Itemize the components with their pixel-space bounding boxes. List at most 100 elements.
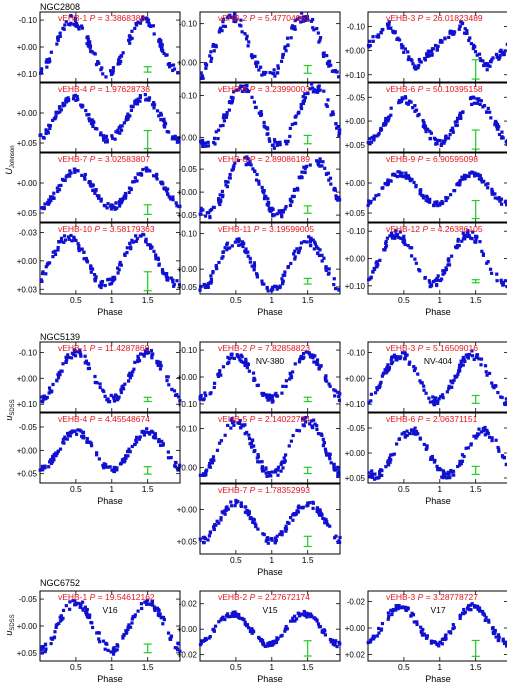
data-point	[315, 358, 320, 362]
data-point	[386, 462, 390, 466]
data-point	[405, 429, 409, 433]
data-point	[487, 371, 492, 375]
panel-star-label: vEHB-1 P = 11.4287868	[58, 343, 150, 353]
data-point	[150, 103, 155, 107]
data-point	[499, 197, 504, 201]
data-point	[96, 196, 101, 200]
data-point	[261, 393, 265, 398]
data-point	[393, 355, 397, 359]
data-point	[249, 445, 254, 449]
data-point	[471, 95, 475, 99]
data-point	[442, 472, 446, 477]
data-point	[332, 277, 336, 281]
data-point	[236, 88, 240, 92]
data-point	[370, 472, 375, 476]
data-point	[112, 469, 116, 474]
data-point	[268, 71, 272, 75]
data-point	[320, 259, 324, 263]
data-point	[90, 625, 95, 630]
data-point	[78, 348, 82, 352]
data-point	[267, 208, 271, 212]
data-point	[159, 615, 164, 619]
data-point	[198, 397, 202, 401]
data-point	[320, 164, 324, 168]
panel-star-label: vEHB-11 P = 3.19599005	[218, 224, 314, 234]
data-point	[291, 433, 295, 438]
data-point	[281, 55, 285, 59]
data-point	[325, 453, 329, 457]
data-point	[283, 627, 288, 632]
y-tick-label: +0.10	[177, 400, 198, 409]
data-point	[490, 626, 495, 630]
data-point	[280, 277, 284, 281]
data-point	[132, 180, 136, 184]
data-point	[458, 614, 462, 618]
data-point	[314, 245, 319, 249]
y-tick-label: +0.00	[17, 446, 38, 455]
data-point	[315, 506, 320, 510]
data-point	[169, 456, 173, 460]
data-point	[64, 100, 69, 104]
data-point	[410, 59, 414, 63]
data-point	[61, 362, 65, 366]
data-point	[66, 353, 70, 357]
data-point	[477, 52, 482, 56]
data-point	[252, 518, 256, 522]
data-point	[70, 239, 74, 243]
data-point	[112, 399, 117, 403]
x-tick-label: 1	[437, 295, 442, 305]
data-point	[252, 268, 256, 272]
data-point	[173, 646, 177, 650]
data-point	[333, 536, 337, 540]
data-point	[330, 111, 335, 115]
data-point	[256, 453, 260, 457]
data-point	[65, 431, 70, 436]
data-point	[66, 434, 71, 438]
data-point	[426, 199, 430, 204]
data-point	[240, 240, 245, 244]
data-point	[122, 459, 126, 464]
data-point	[280, 633, 284, 638]
data-point	[224, 183, 228, 187]
data-point	[379, 127, 384, 132]
data-point	[273, 74, 277, 78]
data-point	[67, 237, 71, 241]
data-point	[226, 615, 230, 619]
data-point	[144, 351, 148, 355]
data-point	[90, 621, 94, 625]
data-point	[469, 442, 473, 446]
data-point	[391, 173, 395, 177]
data-point	[202, 397, 206, 401]
data-point	[108, 465, 112, 469]
data-point	[435, 464, 439, 469]
data-point	[320, 513, 324, 517]
data-point	[129, 104, 133, 108]
data-point	[235, 353, 239, 357]
data-point	[467, 174, 471, 179]
data-point	[144, 166, 149, 170]
data-point	[409, 100, 413, 104]
data-point	[381, 186, 385, 190]
data-point	[63, 238, 68, 242]
data-point	[424, 194, 429, 198]
data-point	[366, 140, 370, 145]
data-point	[80, 173, 84, 178]
data-point	[460, 239, 464, 243]
data-point	[52, 191, 56, 195]
data-point	[284, 384, 288, 389]
data-point	[292, 619, 296, 623]
data-point	[157, 609, 161, 613]
data-point	[237, 243, 241, 247]
data-point	[388, 26, 393, 30]
data-point	[279, 59, 284, 63]
data-point	[84, 608, 89, 612]
data-point	[223, 433, 227, 437]
data-point	[308, 163, 312, 167]
data-point	[91, 119, 95, 123]
data-point	[64, 175, 68, 179]
data-point	[486, 618, 491, 622]
x-tick-label: 1.5	[142, 484, 154, 494]
data-point	[137, 436, 141, 440]
data-point	[77, 601, 81, 606]
data-point	[74, 169, 78, 173]
